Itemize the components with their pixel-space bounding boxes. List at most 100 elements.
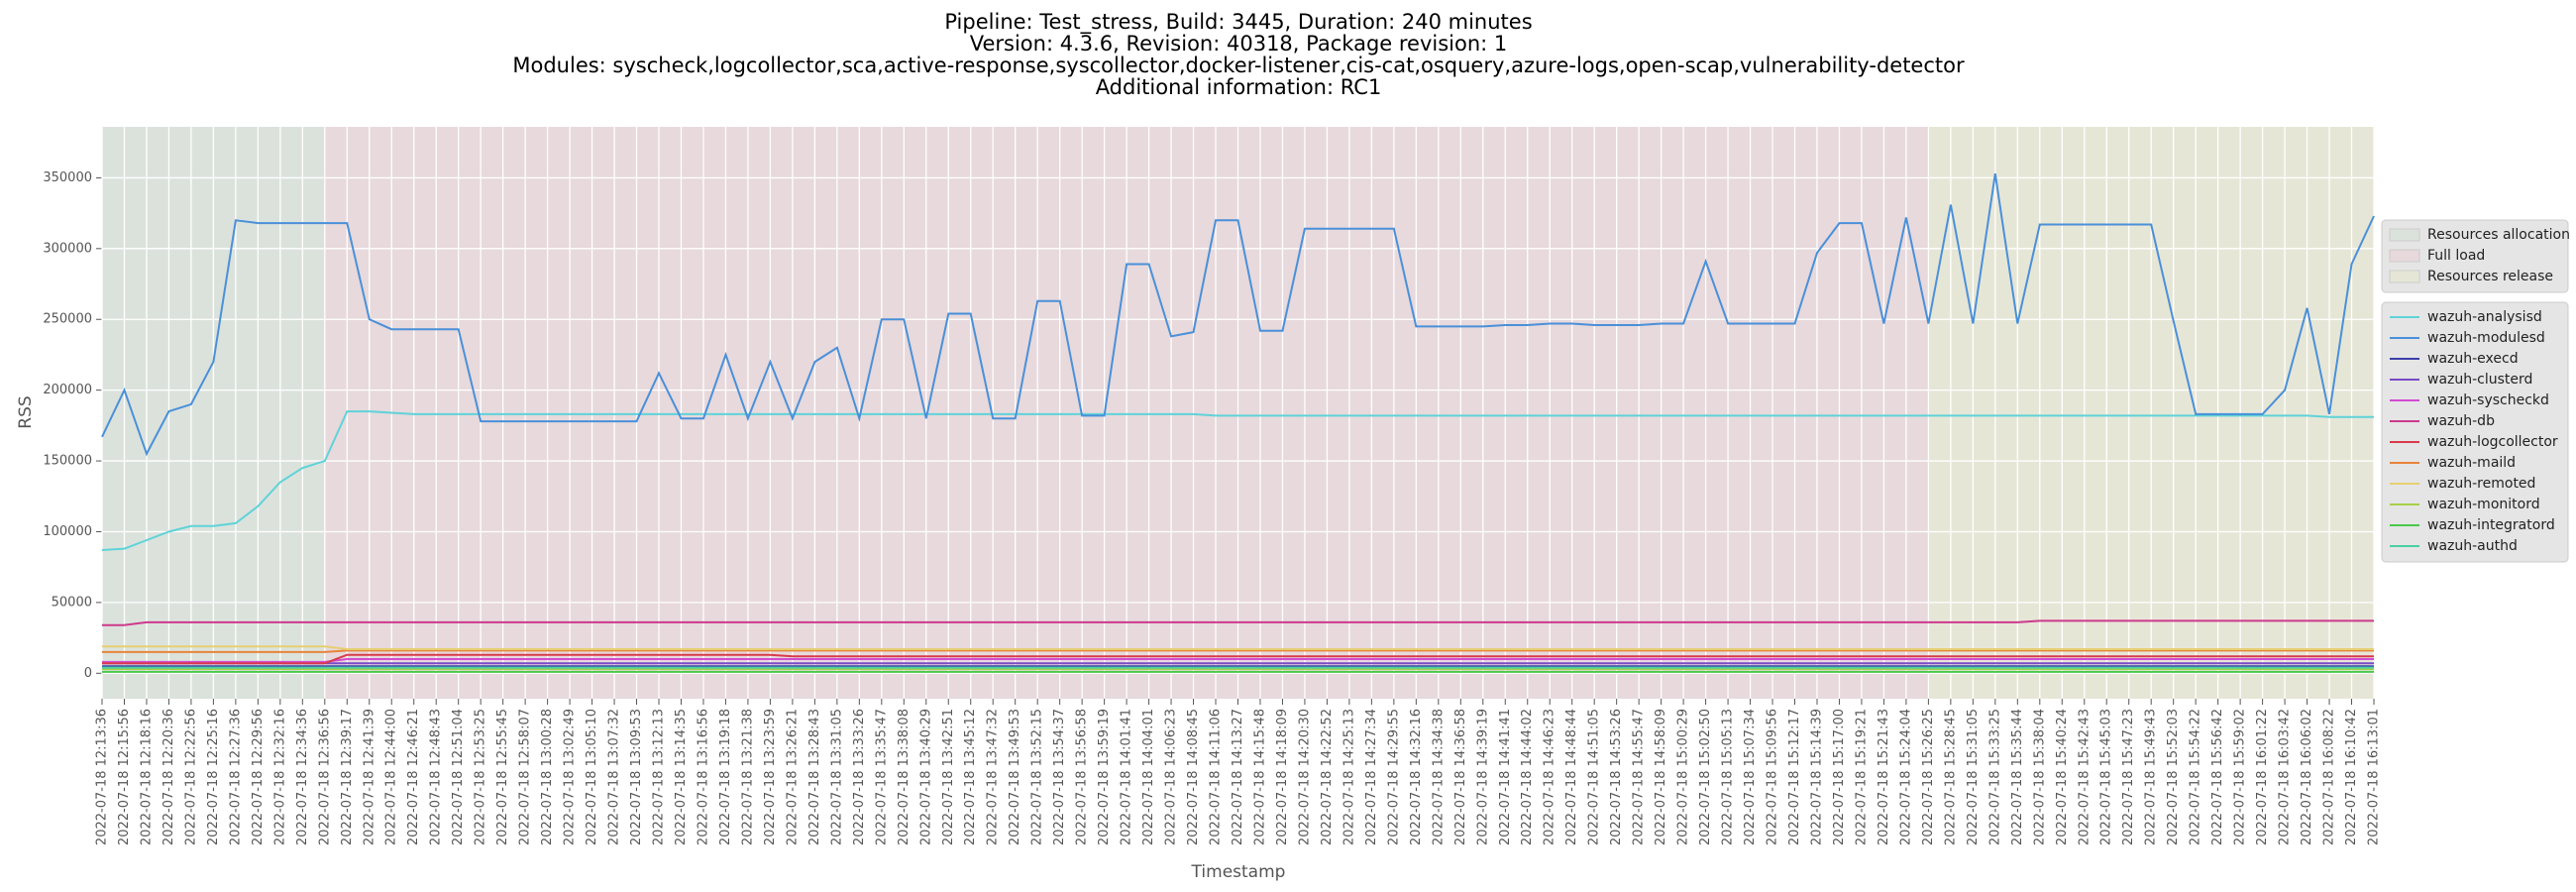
x-tick-label: 2022-07-18 15:35:44 xyxy=(2010,709,2025,845)
x-tick-label: 2022-07-18 15:07:34 xyxy=(1743,709,1758,845)
legend-label: wazuh-authd xyxy=(2427,538,2518,554)
x-tick-label: 2022-07-18 13:19:18 xyxy=(718,709,733,845)
legend-label: wazuh-analysisd xyxy=(2427,309,2542,325)
x-tick-label: 2022-07-18 12:51:04 xyxy=(451,709,466,845)
x-tick-label: 2022-07-18 14:48:44 xyxy=(1564,709,1579,845)
x-tick-label: 2022-07-18 14:58:09 xyxy=(1654,709,1668,845)
x-tick-label: 2022-07-18 16:08:22 xyxy=(2322,709,2337,845)
x-tick-label: 2022-07-18 15:02:50 xyxy=(1698,709,1713,845)
legend-label: wazuh-integratord xyxy=(2427,517,2555,533)
legend-label: wazuh-execd xyxy=(2427,351,2519,367)
legend-label: wazuh-logcollector xyxy=(2427,434,2558,450)
x-tick-label: 2022-07-18 15:09:56 xyxy=(1766,709,1780,845)
x-tick-label: 2022-07-18 13:12:13 xyxy=(652,709,667,845)
x-tick-label: 2022-07-18 16:10:42 xyxy=(2344,709,2359,845)
x-tick-label: 2022-07-18 12:29:56 xyxy=(251,709,266,845)
y-tick-label: 250000 xyxy=(43,312,92,327)
x-tick-label: 2022-07-18 13:47:32 xyxy=(986,709,1001,845)
x-tick-label: 2022-07-18 15:59:02 xyxy=(2233,709,2248,845)
x-tick-label: 2022-07-18 13:59:19 xyxy=(1097,709,1112,845)
x-tick-label: 2022-07-18 12:27:36 xyxy=(228,709,243,845)
x-tick-label: 2022-07-18 14:51:05 xyxy=(1587,709,1602,845)
x-tick-label: 2022-07-18 13:40:29 xyxy=(918,709,933,845)
x-tick-label: 2022-07-18 15:33:25 xyxy=(1987,709,2002,845)
x-tick-label: 2022-07-18 16:06:02 xyxy=(2300,709,2314,845)
x-tick-label: 2022-07-18 13:09:53 xyxy=(629,709,644,845)
legend-label: Full load xyxy=(2427,248,2485,264)
x-tick-label: 2022-07-18 14:13:27 xyxy=(1231,709,1245,845)
legend-swatch xyxy=(2389,228,2420,242)
x-tick-label: 2022-07-18 13:38:08 xyxy=(897,709,912,845)
x-tick-label: 2022-07-18 12:20:36 xyxy=(161,709,176,845)
x-tick-label: 2022-07-18 13:07:32 xyxy=(607,709,622,845)
x-tick-label: 2022-07-18 15:17:00 xyxy=(1832,709,1847,845)
legend-swatch xyxy=(2389,270,2420,283)
series-line xyxy=(101,172,2375,457)
x-tick-label: 2022-07-18 15:45:03 xyxy=(2099,709,2114,845)
series-line xyxy=(102,649,2374,653)
x-tick-label: 2022-07-18 15:40:24 xyxy=(2055,709,2070,845)
x-tick-label: 2022-07-18 14:46:23 xyxy=(1543,709,1557,845)
y-tick-label: 200000 xyxy=(43,383,92,397)
x-tick-label: 2022-07-18 13:33:26 xyxy=(852,709,867,845)
y-axis-label: RSS xyxy=(16,395,36,428)
legend-label: wazuh-clusterd xyxy=(2427,372,2532,388)
x-tick-label: 2022-07-18 14:36:58 xyxy=(1453,709,1468,845)
x-tick-label: 2022-07-18 15:05:13 xyxy=(1721,709,1736,845)
x-axis-label: Timestamp xyxy=(1191,862,1286,882)
x-tick-label: 2022-07-18 12:58:07 xyxy=(518,709,533,845)
legend-box xyxy=(2381,219,2569,293)
x-tick-label: 2022-07-18 12:39:17 xyxy=(340,709,355,845)
x-tick-label: 2022-07-18 13:52:15 xyxy=(1030,709,1045,845)
x-tick-label: 2022-07-18 14:53:26 xyxy=(1609,709,1624,845)
chart-title: Pipeline: Test_stress, Build: 3445, Dura… xyxy=(944,10,1532,35)
x-tick-label: 2022-07-18 12:48:43 xyxy=(429,709,444,845)
legend-swatch xyxy=(2389,249,2420,263)
x-tick-label: 2022-07-18 13:14:35 xyxy=(674,709,689,845)
x-tick-label: 2022-07-18 12:15:56 xyxy=(117,709,132,845)
y-tick-label: 50000 xyxy=(52,595,92,610)
x-tick-label: 2022-07-18 15:52:03 xyxy=(2166,709,2181,845)
x-tick-label: 2022-07-18 13:56:58 xyxy=(1075,709,1090,845)
y-tick-label: 100000 xyxy=(43,524,92,539)
x-tick-label: 2022-07-18 13:49:53 xyxy=(1008,709,1022,845)
x-tick-label: 2022-07-18 15:56:42 xyxy=(2210,709,2225,845)
series-line xyxy=(102,619,2374,626)
legend-box xyxy=(2381,301,2569,563)
x-tick-label: 2022-07-18 14:18:09 xyxy=(1275,709,1290,845)
x-tick-label: 2022-07-18 14:08:45 xyxy=(1186,709,1201,845)
x-tick-label: 2022-07-18 14:27:34 xyxy=(1364,709,1379,845)
x-tick-label: 2022-07-18 15:28:45 xyxy=(1943,709,1958,845)
chart-title: Version: 4.3.6, Revision: 40318, Package… xyxy=(970,32,1508,56)
x-tick-label: 2022-07-18 14:11:06 xyxy=(1209,709,1224,845)
x-tick-label: 2022-07-18 13:26:21 xyxy=(785,709,800,845)
x-tick-label: 2022-07-18 15:49:43 xyxy=(2144,709,2159,845)
x-tick-label: 2022-07-18 14:25:13 xyxy=(1342,709,1356,845)
x-tick-label: 2022-07-18 13:02:49 xyxy=(563,709,578,845)
x-tick-label: 2022-07-18 15:31:05 xyxy=(1966,709,1981,845)
x-tick-label: 2022-07-18 15:21:43 xyxy=(1877,709,1891,845)
x-tick-label: 2022-07-18 12:46:21 xyxy=(406,709,421,845)
legend-label: Resources release xyxy=(2427,269,2553,284)
x-tick-label: 2022-07-18 15:19:21 xyxy=(1854,709,1869,845)
legend-label: wazuh-modulesd xyxy=(2427,330,2545,346)
x-tick-label: 2022-07-18 12:55:45 xyxy=(495,709,510,845)
x-tick-label: 2022-07-18 13:45:12 xyxy=(963,709,978,845)
x-tick-label: 2022-07-18 13:23:59 xyxy=(763,709,778,845)
x-tick-label: 2022-07-18 15:26:25 xyxy=(1921,709,1936,845)
x-tick-label: 2022-07-18 15:38:04 xyxy=(2032,709,2047,845)
x-tick-label: 2022-07-18 12:13:36 xyxy=(95,709,110,845)
x-tick-label: 2022-07-18 14:06:23 xyxy=(1164,709,1179,845)
x-tick-label: 2022-07-18 12:25:16 xyxy=(206,709,221,845)
x-tick-label: 2022-07-18 12:34:36 xyxy=(295,709,310,845)
x-tick-label: 2022-07-18 13:05:10 xyxy=(585,709,599,845)
x-tick-label: 2022-07-18 15:14:39 xyxy=(1809,709,1824,845)
x-tick-label: 2022-07-18 15:12:17 xyxy=(1787,709,1802,845)
x-tick-label: 2022-07-18 14:22:52 xyxy=(1320,709,1335,845)
x-tick-label: 2022-07-18 14:41:41 xyxy=(1498,709,1513,845)
x-tick-label: 2022-07-18 12:36:56 xyxy=(317,709,332,845)
x-tick-label: 2022-07-18 15:24:04 xyxy=(1898,709,1913,845)
series-line xyxy=(102,645,2374,650)
chart-title: Modules: syscheck,logcollector,sca,activ… xyxy=(512,54,1965,77)
